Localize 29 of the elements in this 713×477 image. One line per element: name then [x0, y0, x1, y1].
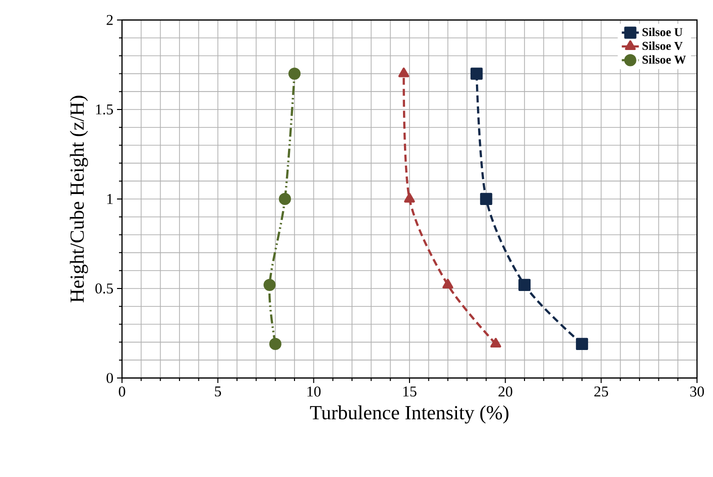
x-tick-label: 5 — [214, 386, 221, 396]
point — [398, 68, 410, 78]
x-tick-label: 20 — [498, 386, 512, 397]
point — [442, 278, 454, 288]
x-tick-label: 10 — [308, 386, 321, 397]
point — [490, 338, 502, 348]
x-tick-label: 15 — [403, 386, 416, 396]
y-tick-label: 0.5 — [95, 283, 113, 294]
point — [576, 338, 588, 350]
legend-label: Silsoe V — [642, 42, 683, 50]
y-tick-label: 1 — [107, 194, 113, 204]
y-tick-label: 2 — [106, 15, 113, 25]
x-tick-label: 30 — [690, 386, 704, 397]
point — [269, 338, 282, 350]
point — [470, 68, 483, 80]
point — [288, 68, 301, 80]
point — [278, 192, 291, 206]
point — [404, 192, 415, 203]
y-tick-label: 0 — [106, 372, 113, 384]
point — [480, 192, 492, 206]
point — [264, 278, 276, 291]
x-axis-title: Turbulence Intensity (%) — [310, 405, 508, 424]
legend-label: Silsoe U — [642, 28, 682, 36]
y-tick-label: 1.5 — [96, 104, 113, 115]
point — [518, 278, 531, 291]
legend-label: Silsoe W — [642, 55, 686, 64]
x-tick-label: 25 — [594, 386, 608, 397]
y-axis-title: Height/Cube Height (z/H) — [70, 96, 88, 302]
x-tick-label: 0 — [118, 386, 126, 397]
